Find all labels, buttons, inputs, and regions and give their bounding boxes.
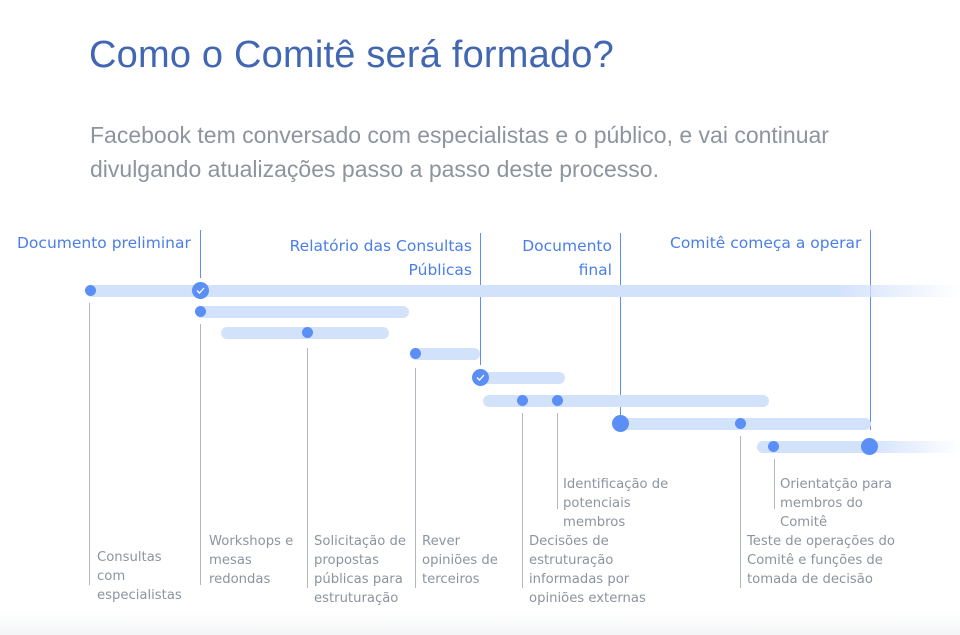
timeline-dot-consultas xyxy=(85,285,96,296)
timeline-dot-orientacao xyxy=(768,441,779,452)
timeline-dot-decisoes xyxy=(517,395,528,406)
timeline-bar-main xyxy=(86,285,960,297)
footer-fade xyxy=(0,610,960,635)
step-label-decisoes: Decisões de estruturação informadas por … xyxy=(529,534,646,606)
timeline-dot-rever xyxy=(410,348,421,359)
milestone-comite-opera: Comitê começa a operar xyxy=(670,234,862,252)
page-title: Como o Comitê será formado? xyxy=(89,34,614,76)
connector-solicitacao xyxy=(307,348,309,588)
connector-testes xyxy=(740,436,742,588)
step-label-rever: Rever opiniões de terceiros xyxy=(422,534,498,587)
connector-workshops xyxy=(200,324,202,585)
timeline-dot-comite-opera xyxy=(861,438,878,455)
milestone-relatorio-consultas: Relatório das Consultas Públicas xyxy=(260,234,472,282)
timeline-dot-solicitacao xyxy=(302,327,313,338)
step-label-workshops: Workshops e mesas redondas xyxy=(209,534,294,587)
milestone-relatorio-line2: Públicas xyxy=(408,261,472,279)
timeline-bar-relatorio xyxy=(474,372,565,384)
check-icon-relatorio xyxy=(472,369,489,386)
timeline-bar-workshops xyxy=(196,306,409,318)
step-label-orientacao: Orientatção para membros do Comitê xyxy=(780,477,892,530)
step-label-consultas: Consultas com especialistas xyxy=(97,550,182,603)
milestone-line-operar xyxy=(870,230,872,430)
page-subtitle: Facebook tem conversado com especialista… xyxy=(90,122,829,182)
timeline-bar-orientacao xyxy=(757,441,960,453)
step-label-testes: Teste de operações do Comitê e funções d… xyxy=(747,534,895,587)
connector-rever xyxy=(415,368,417,588)
timeline-dot-identificacao xyxy=(552,395,563,406)
connector-orientacao xyxy=(774,459,776,509)
milestone-documento-final: Documento final xyxy=(500,234,612,282)
connector-consultas xyxy=(89,303,91,585)
milestone-line-preliminar xyxy=(200,230,202,278)
step-label-identificacao: Identificação de potenciais membros xyxy=(563,477,669,530)
timeline-dot-testes xyxy=(735,418,746,429)
milestone-final-line1: Documento xyxy=(522,237,612,255)
milestone-documento-preliminar: Documento preliminar xyxy=(17,234,191,252)
connector-identificacao xyxy=(557,413,559,509)
timeline-bar-rever xyxy=(410,348,480,360)
milestone-line-final xyxy=(620,233,622,417)
timeline-dot-workshops xyxy=(195,306,206,317)
milestone-final-line2: final xyxy=(578,261,612,279)
check-icon-preliminar xyxy=(192,282,209,299)
connector-decisoes xyxy=(522,413,524,588)
milestone-relatorio-line1: Relatório das Consultas xyxy=(289,237,472,255)
milestone-line-relatorio xyxy=(480,233,482,365)
timeline-dot-documento-final xyxy=(612,415,629,432)
